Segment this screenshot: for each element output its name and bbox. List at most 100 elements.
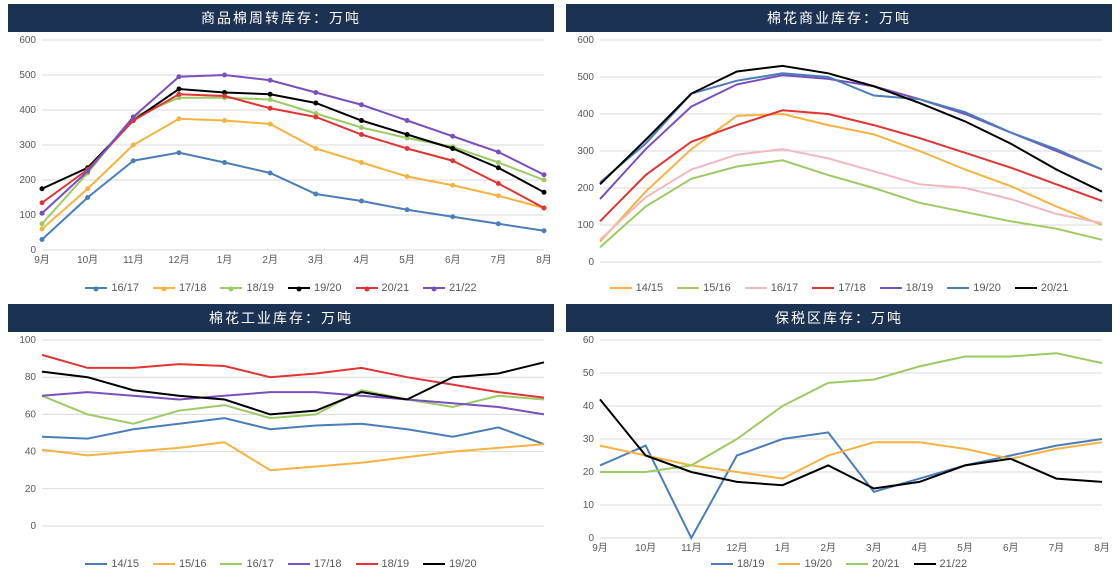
legend-label: 20/21 — [872, 558, 900, 570]
legend-swatch — [711, 563, 733, 565]
svg-text:5月: 5月 — [957, 542, 973, 554]
legend-item: 15/16 — [677, 282, 731, 294]
legend-swatch — [947, 287, 969, 289]
legend-item: 18/19 — [220, 282, 274, 294]
legend-label: 21/22 — [940, 558, 968, 570]
legend-swatch — [85, 287, 107, 289]
legend-item: 20/21 — [356, 282, 410, 294]
legend-swatch — [778, 563, 800, 565]
legend-label: 15/16 — [179, 558, 207, 570]
legend-top-left: 16/17 17/18 18/19 19/20 20/21 21/22 — [8, 280, 554, 296]
legend-swatch — [846, 563, 868, 565]
legend-label: 18/19 — [737, 558, 765, 570]
svg-text:3月: 3月 — [308, 254, 324, 266]
svg-text:0: 0 — [588, 257, 594, 268]
legend-item: 18/19 — [880, 282, 934, 294]
legend-item: 21/22 — [914, 558, 968, 570]
svg-text:30: 30 — [583, 434, 595, 445]
legend-swatch — [356, 563, 378, 565]
svg-text:500: 500 — [577, 72, 594, 83]
legend-label: 19/20 — [314, 282, 342, 294]
legend-label: 17/18 — [838, 282, 866, 294]
series-19/20 — [600, 73, 1102, 182]
svg-text:200: 200 — [19, 175, 36, 186]
legend-label: 19/20 — [973, 282, 1001, 294]
chart-svg: 020406080100 — [8, 332, 554, 544]
legend-item: 17/18 — [288, 558, 342, 570]
svg-text:40: 40 — [25, 447, 37, 458]
chart-svg: 01020304050609月10月11月12月1月2月3月4月5月6月7月8月 — [566, 332, 1112, 556]
svg-text:1月: 1月 — [217, 254, 233, 266]
series-19/20 — [600, 442, 1102, 478]
legend-label: 18/19 — [382, 558, 410, 570]
legend-label: 16/17 — [771, 282, 799, 294]
legend-label: 20/21 — [1041, 282, 1069, 294]
series-14/15 — [600, 114, 1102, 242]
svg-text:100: 100 — [577, 220, 594, 231]
title-top-left: 商品棉周转库存：万吨 — [8, 4, 554, 32]
svg-text:5月: 5月 — [399, 254, 415, 266]
legend-label: 17/18 — [179, 282, 207, 294]
legend-label: 19/20 — [449, 558, 477, 570]
legend-item: 15/16 — [153, 558, 207, 570]
legend-swatch — [745, 287, 767, 289]
legend-bottom-right: 18/1919/2020/2121/22 — [566, 556, 1112, 572]
svg-text:6月: 6月 — [1003, 542, 1019, 554]
legend-swatch — [85, 563, 107, 565]
chart-svg: 01002003004005006009月10月11月12月1月2月3月4月5月… — [8, 32, 554, 268]
svg-text:4月: 4月 — [354, 254, 370, 266]
legend-item: 18/19 — [356, 558, 410, 570]
legend-item: 19/20 — [423, 558, 477, 570]
legend-swatch — [220, 563, 242, 565]
svg-text:60: 60 — [25, 409, 37, 420]
panel-bottom-left: 棉花工业库存：万吨 020406080100 14/1515/1616/1717… — [8, 304, 554, 572]
svg-text:200: 200 — [577, 183, 594, 194]
chart-bonded-zone-inventory: 01020304050609月10月11月12月1月2月3月4月5月6月7月8月 — [566, 332, 1112, 556]
svg-text:600: 600 — [577, 35, 594, 46]
legend-swatch — [423, 287, 445, 289]
series-15/16 — [42, 442, 544, 470]
charts-grid: 商品棉周转库存：万吨 01002003004005006009月10月11月12… — [0, 0, 1120, 552]
legend-item: 19/20 — [947, 282, 1001, 294]
legend-top-right: 14/15 15/16 16/17 17/18 18/19 19/20 20/21 — [566, 280, 1112, 296]
svg-text:2月: 2月 — [262, 254, 278, 266]
series-20/21 — [42, 94, 544, 208]
legend-item: 20/21 — [846, 558, 900, 570]
legend-bottom-left: 14/1515/1616/1717/1818/1919/20 — [8, 556, 554, 572]
svg-text:60: 60 — [583, 335, 595, 346]
svg-text:300: 300 — [577, 146, 594, 157]
series-14/15 — [42, 418, 544, 444]
legend-swatch — [677, 287, 699, 289]
svg-text:9月: 9月 — [34, 254, 50, 266]
svg-text:400: 400 — [577, 109, 594, 120]
svg-text:8月: 8月 — [1094, 542, 1110, 554]
legend-item: 14/15 — [85, 558, 139, 570]
legend-label: 14/15 — [111, 558, 139, 570]
legend-swatch — [610, 287, 632, 289]
series-16/17 — [42, 153, 544, 240]
svg-text:500: 500 — [19, 70, 36, 81]
legend-item: 19/20 — [288, 282, 342, 294]
legend-label: 18/19 — [906, 282, 934, 294]
svg-text:600: 600 — [19, 35, 36, 46]
svg-text:12月: 12月 — [168, 254, 189, 266]
svg-text:0: 0 — [30, 521, 36, 532]
legend-label: 16/17 — [111, 282, 139, 294]
legend-label: 17/18 — [314, 558, 342, 570]
legend-swatch — [288, 287, 310, 289]
chart-commodity-cotton-turnover: 01002003004005006009月10月11月12月1月2月3月4月5月… — [8, 32, 554, 280]
legend-item: 21/22 — [423, 282, 477, 294]
svg-text:8月: 8月 — [536, 254, 552, 266]
panel-bottom-right: 保税区库存：万吨 01020304050609月10月11月12月1月2月3月4… — [566, 304, 1112, 572]
legend-label: 14/15 — [636, 282, 664, 294]
title-bottom-right: 保税区库存：万吨 — [566, 304, 1112, 332]
legend-swatch — [220, 287, 242, 289]
svg-text:12月: 12月 — [726, 542, 747, 554]
series-20/21 — [600, 353, 1102, 472]
chart-cotton-commercial-inventory: 0 100 200 300 400 500 600 — [566, 32, 1112, 280]
legend-item: 18/19 — [711, 558, 765, 570]
legend-label: 15/16 — [703, 282, 731, 294]
svg-text:7月: 7月 — [491, 254, 507, 266]
svg-text:4月: 4月 — [912, 542, 928, 554]
legend-swatch — [812, 287, 834, 289]
